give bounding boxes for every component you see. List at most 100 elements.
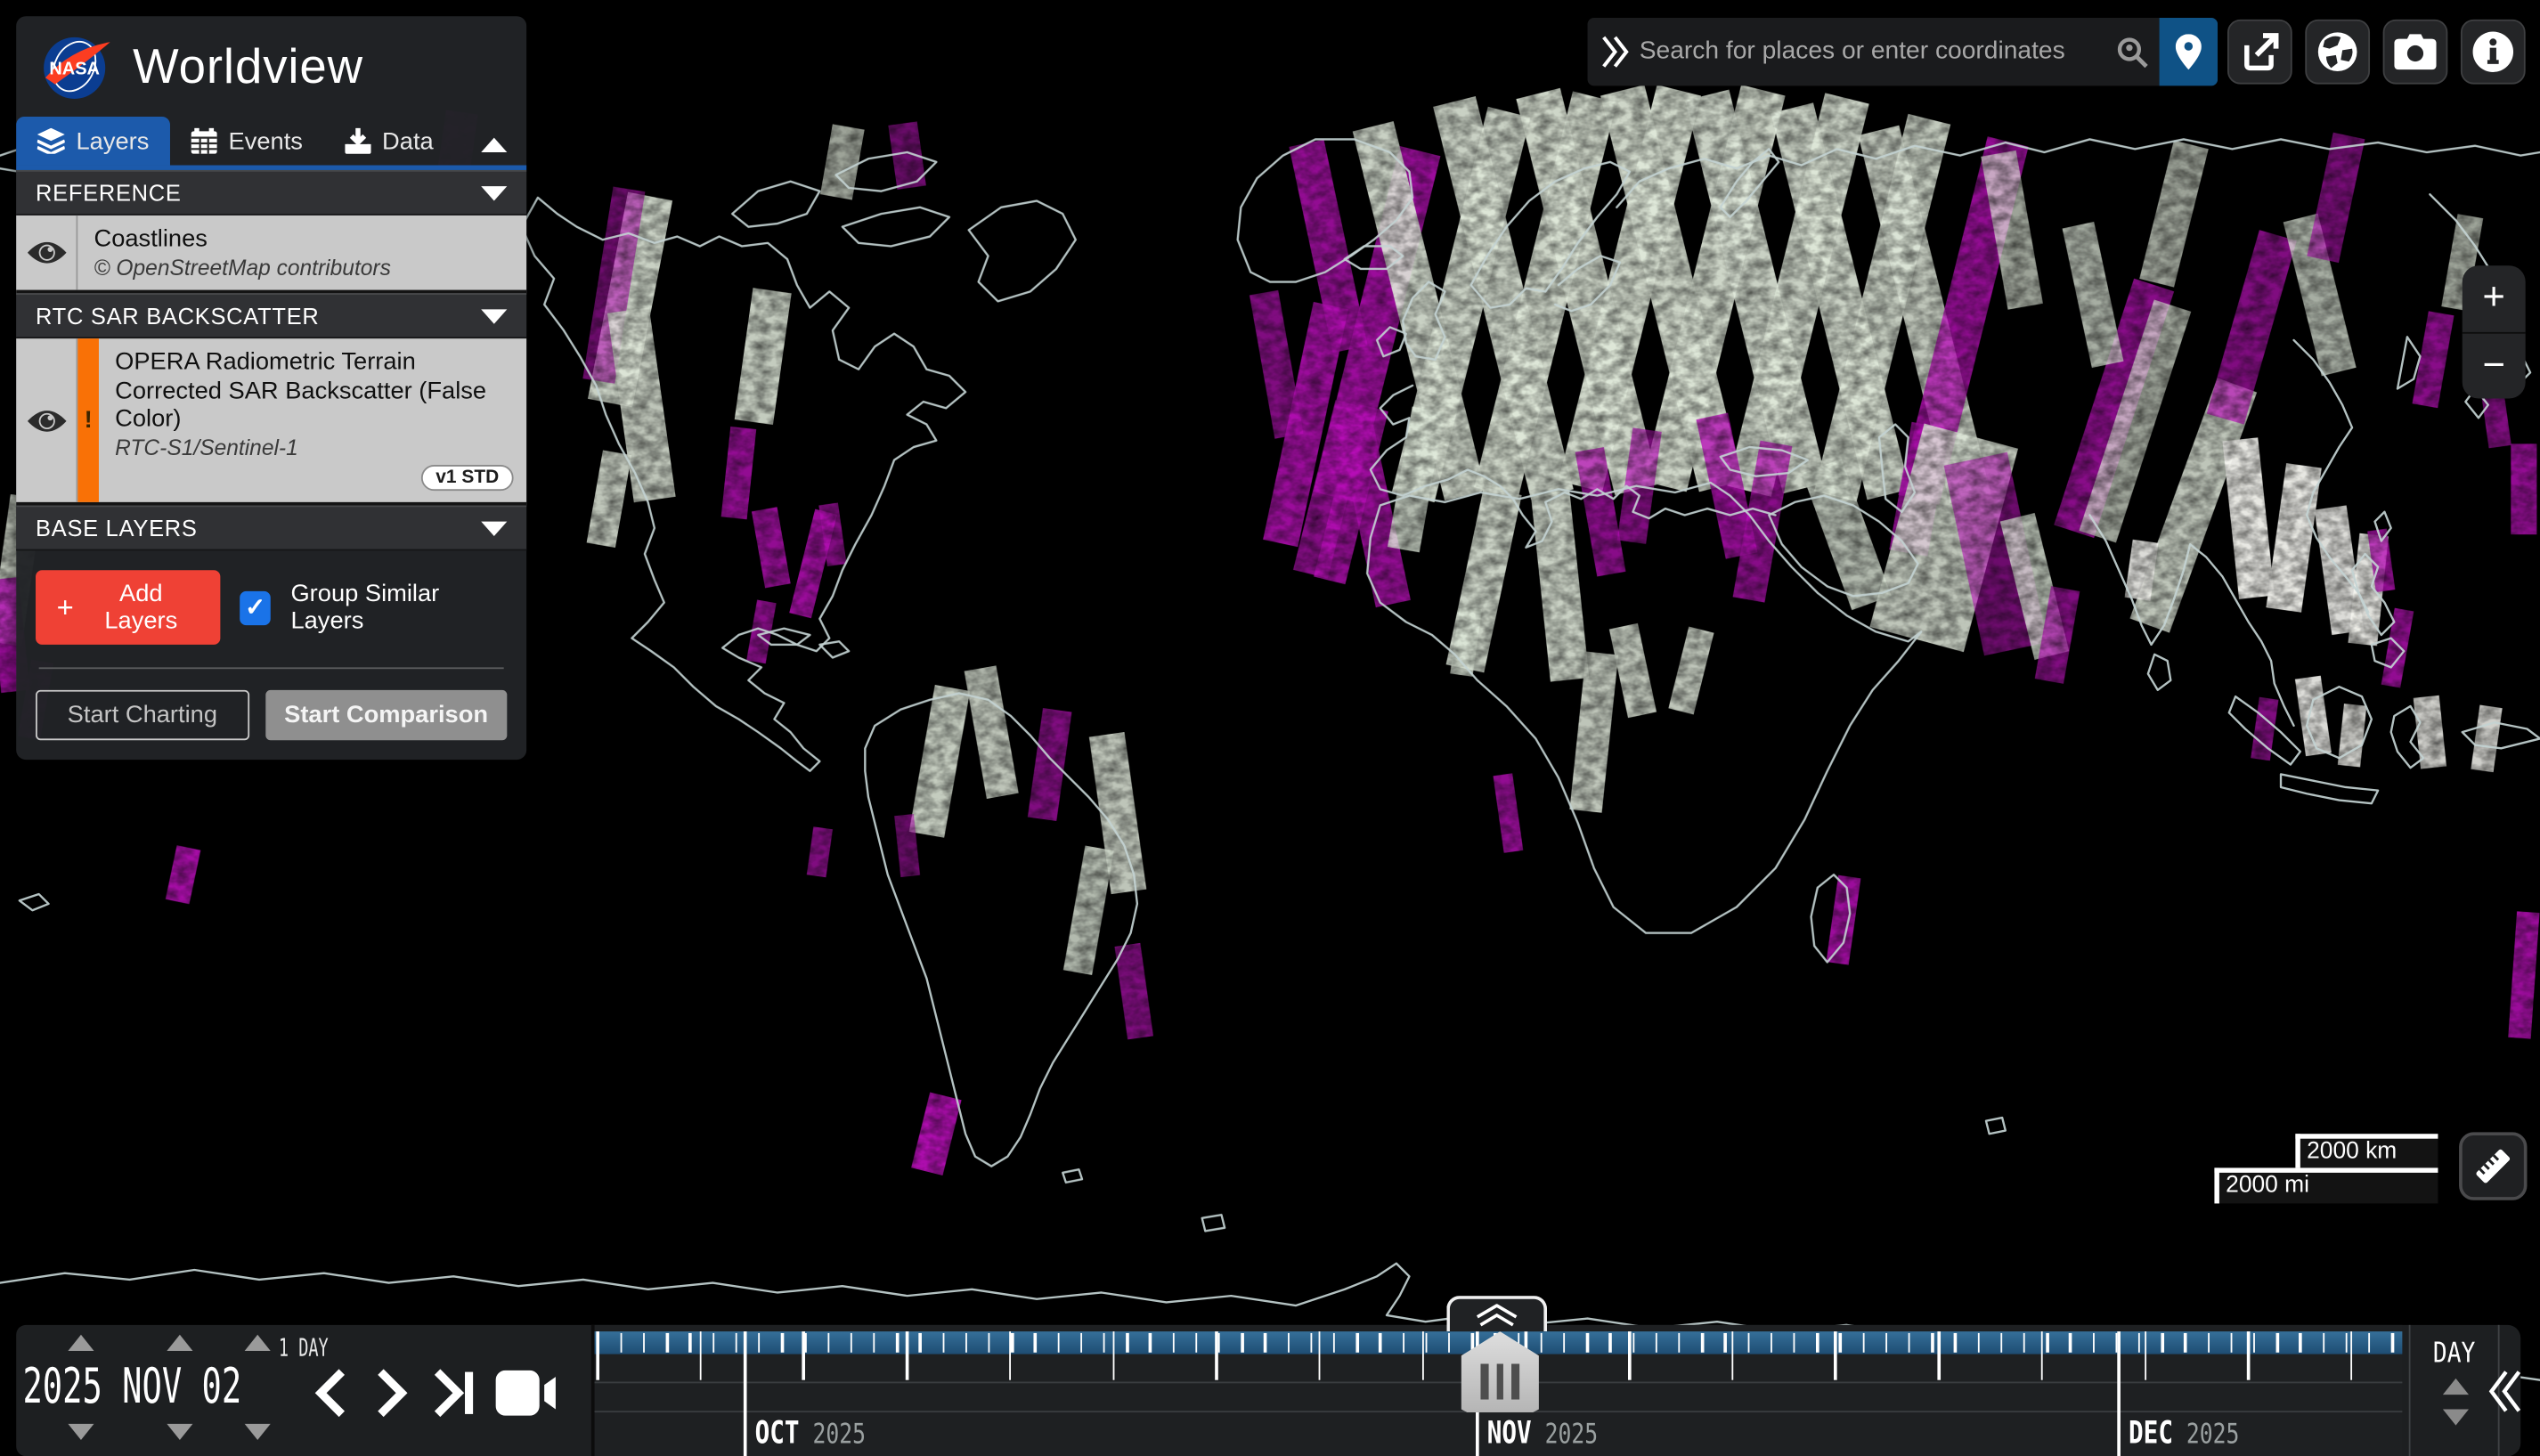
zoom-out-button[interactable]: −	[2482, 343, 2505, 387]
tab-layers[interactable]: Layers	[16, 116, 171, 166]
coastline-path	[2088, 514, 2295, 728]
axis-tick	[1678, 1332, 1681, 1353]
axis-tick	[2114, 1332, 2118, 1353]
visibility-toggle[interactable]	[16, 215, 78, 291]
date-month[interactable]: NOV	[122, 1359, 183, 1416]
search-collapse-button[interactable]	[1588, 18, 1640, 85]
sar-swath	[888, 121, 926, 190]
layer-version-badge: v1 STD	[420, 465, 514, 492]
sar-swath	[1336, 416, 1411, 608]
section-base-layers[interactable]: BASE LAYERS	[16, 505, 527, 551]
axis-tick	[1103, 1332, 1106, 1353]
scale-km-label: 2000 km	[2307, 1138, 2398, 1165]
section-sar[interactable]: RTC SAR BACKSCATTER	[16, 293, 527, 339]
day-up-button[interactable]	[244, 1334, 271, 1351]
axis-tick	[1563, 1332, 1566, 1353]
month-label: DEC 2025	[2129, 1415, 2240, 1452]
axis-tick	[2322, 1332, 2325, 1353]
axis-tick	[2230, 1332, 2233, 1353]
sar-swath	[1289, 139, 1368, 354]
info-button[interactable]	[2460, 19, 2526, 85]
axis-tick	[1723, 1332, 1727, 1353]
section-reference[interactable]: REFERENCE	[16, 169, 527, 216]
year-up-button[interactable]	[68, 1334, 94, 1351]
sar-swath	[911, 1092, 962, 1175]
axis-tick	[1517, 1332, 1520, 1353]
add-layers-label: Add Layers	[104, 580, 178, 636]
coastline-path	[1553, 255, 1622, 313]
date-year[interactable]: 2025	[22, 1359, 102, 1416]
axis-tick	[1111, 1331, 1115, 1380]
layer-row-coastlines[interactable]: Coastlines © OpenStreetMap contributors	[16, 215, 527, 294]
info-icon	[2472, 31, 2514, 72]
coastline-path	[2279, 773, 2380, 805]
date-day[interactable]: 02	[201, 1359, 242, 1416]
day-down-button[interactable]	[244, 1423, 271, 1441]
month-down-button[interactable]	[167, 1423, 193, 1441]
video-camera-icon	[495, 1370, 556, 1416]
axis-tick	[2023, 1332, 2026, 1353]
timeline-collapse-button[interactable]	[2488, 1369, 2524, 1414]
axis-tick	[1215, 1331, 1218, 1380]
coordinates-pin-button[interactable]	[2159, 18, 2218, 86]
timeline-axis[interactable]: OCT 2025 NOV 2025 DEC 2025	[590, 1324, 2403, 1456]
axis-tick	[642, 1332, 646, 1353]
axis-tick	[965, 1332, 968, 1353]
interval-selector[interactable]: 1 DAY	[279, 1333, 352, 1362]
coastline-path	[1375, 326, 1407, 358]
divider	[38, 667, 504, 670]
axis-tick	[2117, 1331, 2121, 1456]
visibility-toggle[interactable]	[16, 338, 78, 502]
animation-button[interactable]	[495, 1370, 558, 1416]
tab-data-label: Data	[382, 126, 434, 155]
zoom-in-button[interactable]: +	[2482, 275, 2505, 320]
year-down-button[interactable]	[68, 1423, 94, 1441]
axis-tick	[1861, 1332, 1865, 1353]
tab-data[interactable]: Data	[324, 117, 455, 166]
axis-tick	[1470, 1332, 1474, 1353]
measure-button[interactable]	[2459, 1132, 2528, 1200]
layer-title: OPERA Radiometric Terrain Corrected SAR …	[115, 348, 487, 433]
sar-swath	[908, 685, 971, 838]
scale-mi-label: 2000 mi	[2226, 1172, 2310, 1199]
search-submit-button[interactable]	[2104, 18, 2160, 85]
group-similar-checkbox[interactable]: ✓	[239, 590, 272, 625]
scale-bar-mi: 2000 mi	[2214, 1167, 2438, 1204]
chevron-down-icon	[481, 185, 508, 200]
timeline-expand-tab[interactable]	[1446, 1296, 1548, 1332]
svg-text:NASA: NASA	[49, 60, 100, 79]
axis-tick	[1540, 1332, 1543, 1353]
next-day-button[interactable]	[374, 1369, 410, 1418]
projection-button[interactable]	[2305, 19, 2371, 85]
sar-swath	[1608, 622, 1657, 719]
coastline-path	[2396, 336, 2422, 390]
selected-date[interactable]: 2025 NOV 02	[22, 1359, 344, 1416]
latest-date-button[interactable]	[431, 1369, 476, 1418]
axis-tick	[1287, 1332, 1290, 1353]
month-up-button[interactable]	[167, 1334, 193, 1351]
prev-day-button[interactable]	[313, 1369, 348, 1418]
axis-tick	[2184, 1332, 2187, 1353]
timescale-up-button[interactable]	[2442, 1378, 2470, 1395]
sar-swath	[2511, 443, 2537, 535]
handle-grip	[1496, 1363, 1504, 1400]
sidebar-collapse-caret[interactable]	[481, 137, 508, 152]
add-layers-button[interactable]: + Add Layers	[36, 570, 220, 645]
search-bar	[1587, 18, 2218, 86]
share-button[interactable]	[2227, 19, 2292, 85]
layer-warning-stripe: !	[77, 338, 99, 502]
layer-row-opera[interactable]: ! OPERA Radiometric Terrain Corrected SA…	[16, 338, 527, 506]
tab-events[interactable]: Events	[170, 117, 324, 166]
timescale-down-button[interactable]	[2442, 1409, 2470, 1426]
search-input[interactable]	[1639, 18, 2104, 86]
axis-tick	[2137, 1332, 2141, 1353]
coastline-path	[1719, 148, 1780, 218]
double-chevron-up-icon	[1476, 1303, 1518, 1326]
axis-tick	[758, 1332, 761, 1353]
start-charting-button[interactable]: Start Charting	[36, 689, 249, 741]
tab-events-label: Events	[228, 126, 303, 155]
sar-swath	[1493, 773, 1524, 853]
start-comparison-button[interactable]: Start Comparison	[265, 689, 508, 741]
coastline-path	[1343, 245, 1404, 271]
screenshot-button[interactable]	[2382, 19, 2448, 85]
